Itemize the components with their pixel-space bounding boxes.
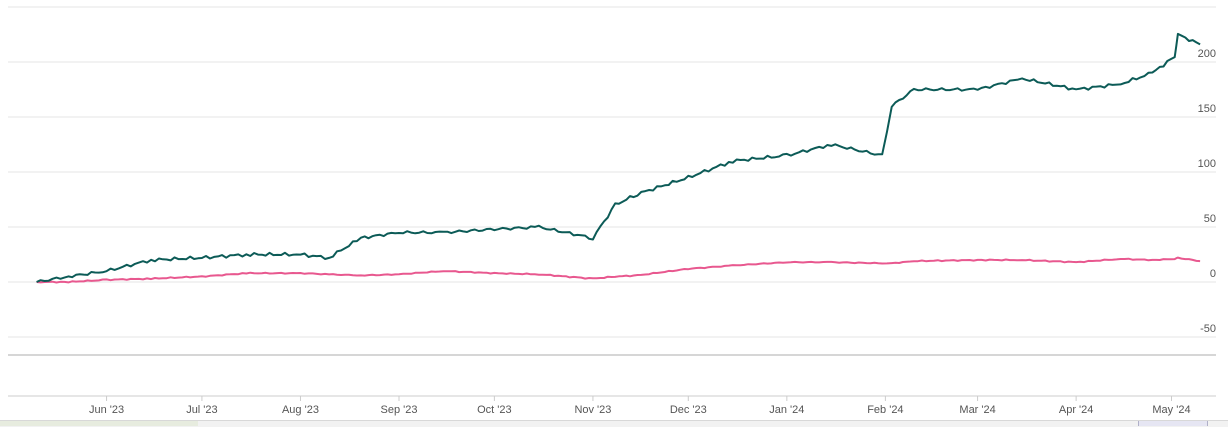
- x-tick-label: Dec '23: [670, 404, 707, 416]
- x-tick-label: Jan '24: [769, 404, 804, 416]
- x-tick-label: Sep '23: [381, 404, 418, 416]
- y-tick-label: -50: [1200, 323, 1216, 335]
- navigator-strip[interactable]: [0, 420, 1228, 427]
- x-tick-label: Oct '23: [477, 404, 512, 416]
- x-tick-label: Feb '24: [867, 404, 903, 416]
- y-tick-label: 200: [1198, 48, 1216, 60]
- x-tick-label: Apr '24: [1059, 404, 1094, 416]
- grid-lines: [8, 6, 1216, 338]
- x-tick-label: Nov '23: [574, 404, 611, 416]
- y-tick-label: 150: [1198, 103, 1216, 115]
- x-tick-label: Jul '23: [186, 404, 217, 416]
- x-tick-label: Jun '23: [89, 404, 124, 416]
- x-tick-label: Aug '23: [282, 404, 319, 416]
- series-line-0: [36, 32, 1201, 283]
- x-tick-label: May '24: [1152, 404, 1190, 416]
- y-tick-label: 0: [1210, 268, 1216, 280]
- navigator-left-mask: [0, 421, 198, 426]
- x-axis-ticks: Jun '23 Jul '23 Aug '23 Sep '23 Oct '23 Nov '…: [89, 396, 1191, 416]
- y-axis-ticks: 200 150 100 50 0 -50: [1198, 48, 1216, 335]
- y-tick-label: 100: [1198, 158, 1216, 170]
- series-line-1: [36, 256, 1201, 284]
- navigator-range-handle[interactable]: [1138, 421, 1208, 426]
- x-tick-label: Mar '24: [959, 404, 995, 416]
- y-tick-label: 50: [1204, 213, 1216, 225]
